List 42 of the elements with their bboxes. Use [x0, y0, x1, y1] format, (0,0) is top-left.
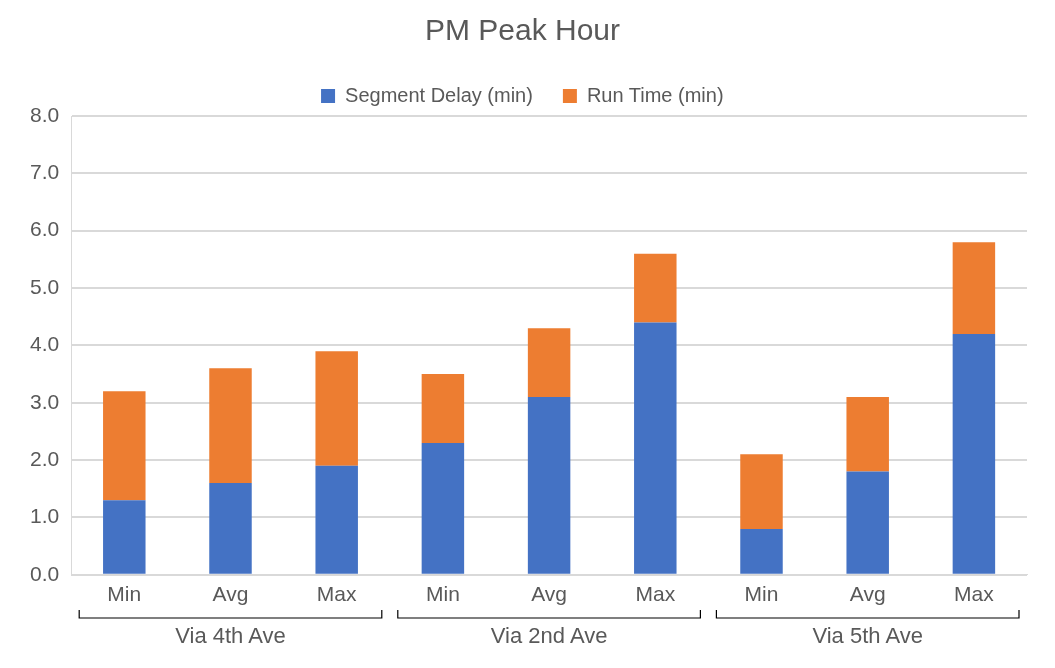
text: Via 4th Ave [175, 623, 286, 649]
y-tick-label: 0.0 [29, 561, 60, 585]
x-tick-label: Min [107, 582, 142, 606]
y-tick-label: 5.0 [29, 274, 60, 298]
bar [527, 328, 571, 398]
y-tick-label: 8.0 [29, 102, 60, 126]
x-tick-label: Avg [212, 582, 249, 606]
chart-title: PM Peak Hour [424, 13, 621, 47]
bar [209, 368, 252, 484]
bar [209, 483, 252, 574]
y-tick-label: 7.0 [29, 160, 60, 184]
bar [421, 374, 465, 443]
bar [634, 322, 677, 574]
bar [952, 333, 996, 574]
text: Via 2nd Ave [490, 623, 608, 649]
y-tick-label: 4.0 [29, 332, 60, 356]
y-tick-label: 2.0 [29, 446, 60, 470]
x-tick-label: Avg [531, 582, 567, 606]
bar [103, 500, 146, 574]
x-tick-label: Max [316, 582, 358, 606]
y-tick-label: 3.0 [29, 389, 60, 413]
bar [846, 397, 889, 472]
text: Via 5th Ave [812, 623, 923, 649]
bar [421, 442, 465, 574]
bar [527, 397, 571, 574]
bar [315, 351, 358, 466]
bar [740, 528, 783, 574]
x-tick-label: Max [954, 582, 995, 606]
x-tick-label: Min [744, 582, 779, 606]
bar [634, 253, 677, 323]
bar [740, 454, 783, 529]
x-tick-label: Avg [849, 582, 886, 606]
y-tick-label: 1.0 [29, 504, 60, 528]
x-tick-label: Max [635, 582, 676, 606]
bar [315, 465, 358, 574]
legend-label: Run Time (min) [586, 83, 724, 106]
bar [846, 471, 889, 574]
y-tick-label: 6.0 [29, 217, 60, 241]
x-tick-label: Min [425, 582, 460, 606]
legend-label: Segment Delay (min) [345, 83, 533, 106]
bar [103, 391, 146, 501]
bar [952, 242, 996, 334]
